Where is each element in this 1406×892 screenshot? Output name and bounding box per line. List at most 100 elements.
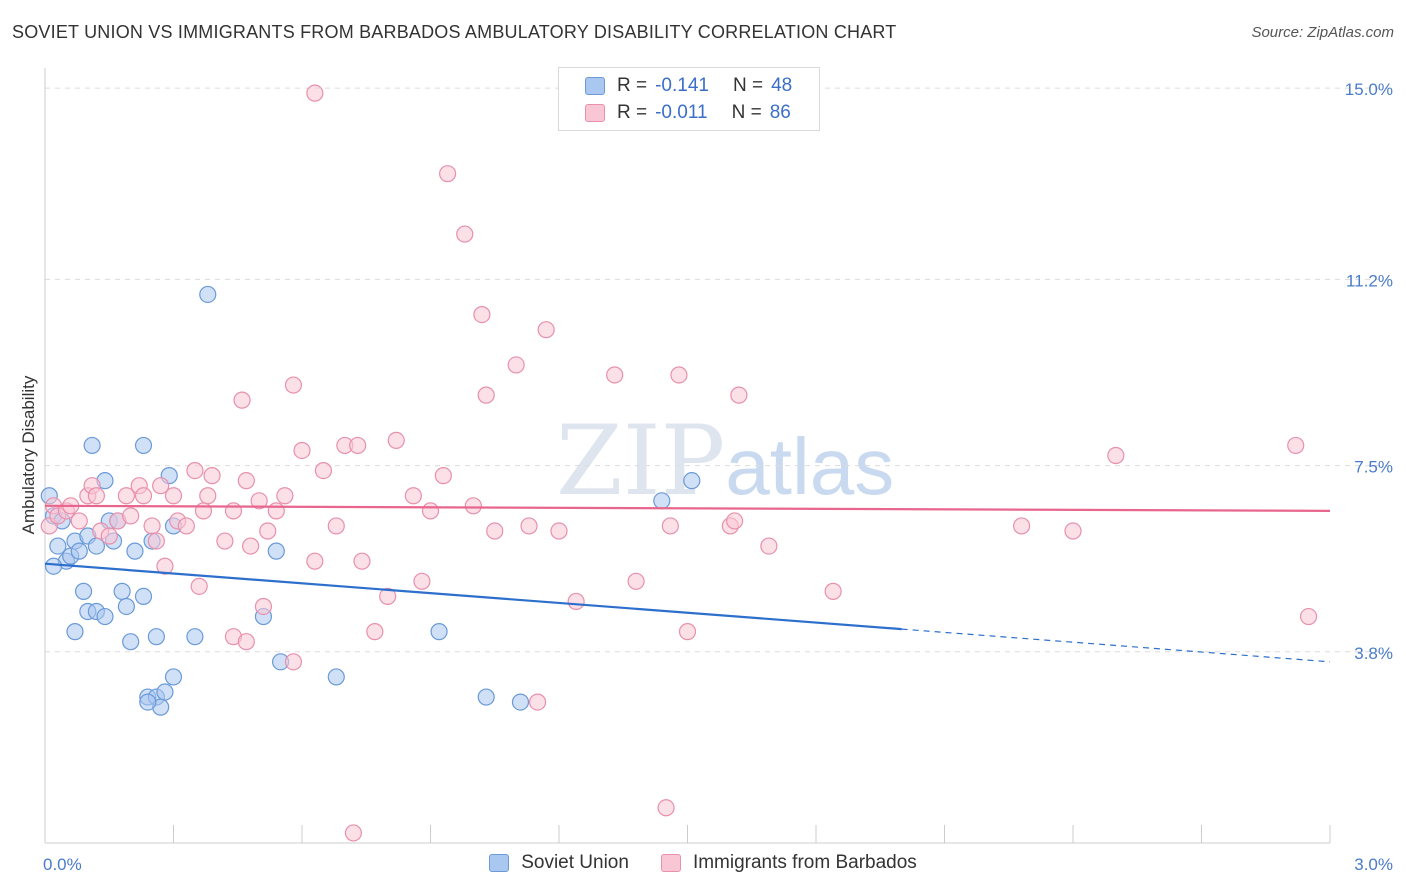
soviet-union-point (164, 668, 183, 686)
soviet-union-point (327, 668, 345, 686)
soviet-union-point (511, 693, 530, 711)
soviet-union-point (113, 582, 131, 600)
y-tick-label: 7.5% (1354, 458, 1393, 477)
soviet-union-trendline-extension (901, 628, 1331, 663)
barbados-point (203, 467, 221, 485)
soviet-union-point (126, 542, 144, 560)
barbados-point (1064, 522, 1082, 540)
barbados-point (117, 487, 135, 505)
barbados-point (567, 592, 585, 611)
soviet-union-trendline (44, 562, 902, 631)
source-credit: Source: ZipAtlas.com (1251, 24, 1394, 41)
soviet-union-point (139, 693, 157, 711)
legend-n-value: 86 (769, 102, 791, 123)
soviet-union-point (74, 582, 93, 600)
barbados-point (186, 461, 204, 480)
soviet-union-point (44, 557, 63, 575)
soviet-union-point (267, 542, 285, 560)
legend-row-soviet-union: R = -0.141 N = 48 (585, 74, 792, 98)
barbados-point (327, 517, 345, 535)
legend-r-value: -0.011 (655, 102, 708, 123)
barbados-point (276, 487, 294, 505)
legend-item-soviet-union: Soviet Union (489, 852, 629, 874)
x-tick-label: 3.0% (1354, 855, 1393, 874)
barbados-point (404, 487, 422, 505)
legend-n-label: N = (731, 102, 762, 123)
barbados-point (344, 824, 362, 842)
barbados-point (379, 587, 397, 606)
barbados-point (413, 572, 431, 590)
legend-r-label: R = (617, 102, 648, 123)
barbados-point (486, 522, 504, 540)
barbados-point (122, 507, 140, 525)
soviet-union-point (653, 492, 671, 510)
y-tick-label: 15.0% (1345, 80, 1393, 99)
soviet-union-point (683, 472, 701, 490)
barbados-point (421, 502, 440, 520)
legend-n-label: N = (732, 75, 764, 96)
barbados-point (670, 366, 688, 384)
barbados-point (456, 225, 474, 243)
barbados-point (550, 522, 568, 540)
barbados-point (164, 487, 183, 505)
soviet-union-point (49, 537, 67, 555)
soviet-union-point (122, 633, 140, 651)
barbados-point (267, 502, 285, 520)
soviet-union-point (477, 688, 495, 706)
barbados-point (233, 391, 251, 409)
barbados-point (284, 653, 303, 671)
barbados-point (439, 165, 457, 183)
barbados-point (520, 517, 538, 535)
barbados-point (627, 572, 645, 590)
soviet-union-point (134, 436, 153, 455)
legend-swatch-barbados (660, 854, 681, 872)
barbados-point (349, 436, 367, 455)
soviet-union-point (83, 436, 101, 455)
barbados-point (1012, 517, 1031, 535)
legend-swatch-soviet-union (489, 854, 510, 872)
barbados-point (726, 512, 744, 530)
legend-n-value: 48 (771, 75, 793, 96)
barbados-point (464, 497, 482, 515)
stats-legend: R = -0.141 N = 48 R = -0.011 N = 86 (558, 67, 820, 131)
barbados-point (678, 623, 697, 641)
barbados-point (528, 693, 547, 711)
barbados-point (259, 522, 277, 540)
legend-label-barbados: Immigrants from Barbados (692, 852, 917, 873)
barbados-point (190, 577, 208, 595)
barbados-point (606, 366, 624, 384)
barbados-point (216, 532, 234, 550)
soviet-union-point (70, 542, 88, 560)
barbados-point (1287, 436, 1305, 455)
legend-swatch-barbados (585, 104, 605, 122)
legend-swatch-soviet-union (585, 77, 605, 95)
barbados-point (254, 597, 273, 616)
barbados-point (1299, 607, 1318, 626)
barbados-point (284, 376, 303, 394)
barbados-point (194, 502, 213, 520)
barbados-point (434, 467, 452, 485)
y-axis-label: Ambulatory Disability (19, 375, 38, 534)
barbados-point (306, 552, 324, 570)
barbados-point (1107, 446, 1125, 465)
y-tick-label: 11.2% (1346, 271, 1393, 290)
legend-r-label: R = (617, 75, 648, 96)
barbados-point (156, 557, 174, 575)
barbados-point (824, 582, 842, 600)
legend-label-soviet-union: Soviet Union (521, 852, 629, 873)
barbados-point (177, 517, 195, 535)
barbados-point (760, 537, 778, 555)
barbados-point (100, 527, 118, 545)
barbados-point (477, 386, 495, 404)
barbados-point (250, 492, 268, 510)
soviet-union-point (186, 628, 204, 646)
soviet-union-point (66, 623, 84, 641)
x-tick-label: 0.0% (43, 855, 82, 874)
barbados-point (473, 305, 491, 324)
barbados-point (537, 321, 555, 339)
barbados-point (314, 461, 333, 480)
barbados-point (152, 477, 170, 495)
barbados-point (237, 633, 255, 651)
barbados-point (657, 799, 675, 817)
barbados-point (199, 487, 217, 505)
